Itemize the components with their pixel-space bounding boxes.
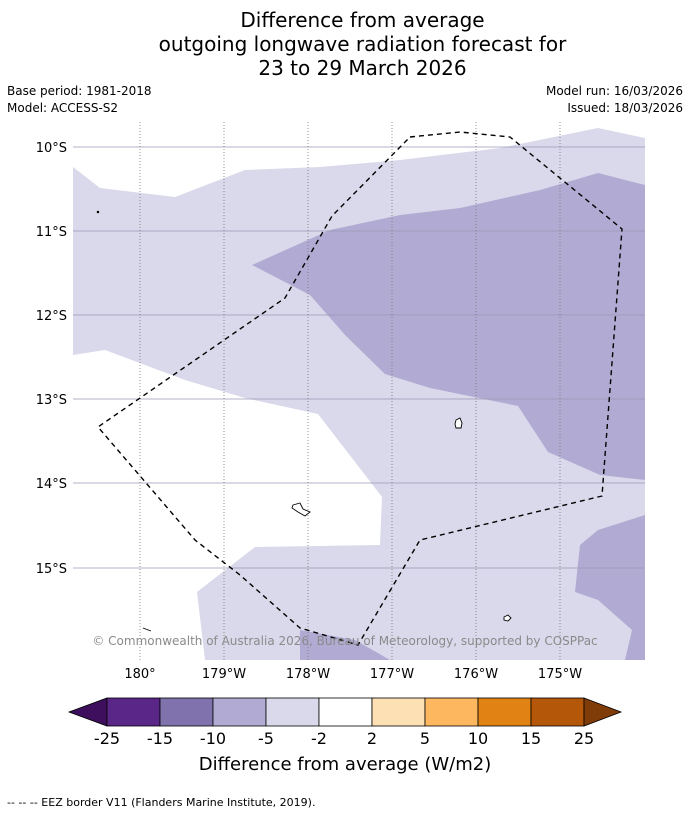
lon-label: 180° xyxy=(124,667,155,682)
colorbar-tick: 2 xyxy=(367,729,377,748)
gridlines xyxy=(73,146,645,569)
colorbar-segment xyxy=(106,697,161,727)
meta-right: Model run: 16/03/2026 Issued: 18/03/2026 xyxy=(546,83,683,117)
lon-label: 177°W xyxy=(370,667,414,682)
colorbar-segment xyxy=(477,697,532,727)
anomaly-band-minus10-to-minus5-se xyxy=(575,515,645,660)
colorbar-tick: 5 xyxy=(420,729,430,748)
lat-axis-labels: 10°S 11°S 12°S 13°S 14°S 15°S xyxy=(36,141,67,577)
colorbar-segment xyxy=(424,697,479,727)
colorbar-label: Difference from average (W/m2) xyxy=(199,754,491,775)
lon-label: 176°W xyxy=(454,667,498,682)
model-run: Model run: 16/03/2026 xyxy=(545,84,683,98)
colorbar-tick: -2 xyxy=(311,729,327,748)
lon-label: 178°W xyxy=(286,667,330,682)
island-lau xyxy=(454,417,463,429)
colorbar-tick: -15 xyxy=(147,729,173,748)
chart-title: Difference from average outgoing longwav… xyxy=(0,8,690,80)
island-kadavu xyxy=(291,502,311,517)
lon-axis-labels: 180° 179°W 178°W 177°W 176°W 175°W xyxy=(124,667,582,682)
colorbar-segment xyxy=(318,697,373,727)
colorbar xyxy=(67,697,623,727)
colorbar-segment xyxy=(212,697,267,727)
island-ono-i-lau xyxy=(503,614,512,622)
anomaly-band-minus10-to-minus5-s xyxy=(300,630,390,660)
lat-label: 14°S xyxy=(36,477,67,492)
colorbar-extend-low xyxy=(67,697,108,727)
islands xyxy=(96,210,512,632)
island-dot xyxy=(96,210,100,214)
colorbar-ticks: -25 -15 -10 -5 -2 2 5 10 15 25 xyxy=(94,729,594,748)
lat-label: 11°S xyxy=(36,225,67,240)
title-line-2: outgoing longwave radiation forecast for xyxy=(158,32,567,56)
island-islet xyxy=(142,627,152,632)
title-line-3: 23 to 29 March 2026 xyxy=(258,56,467,80)
eez-legend: -- -- -- EEZ border V11 (Flanders Marine… xyxy=(7,796,316,809)
lat-label: 10°S xyxy=(36,141,67,156)
model-name: Model: ACCESS-S2 xyxy=(7,101,119,115)
lon-label: 175°W xyxy=(538,667,582,682)
lon-label: 179°W xyxy=(202,667,246,682)
meta-left: Base period: 1981-2018 Model: ACCESS-S2 xyxy=(7,83,152,117)
colorbar-tick: -10 xyxy=(200,729,226,748)
colorbar-segment xyxy=(530,697,585,727)
issued-date: Issued: 18/03/2026 xyxy=(567,101,683,115)
anomaly-field xyxy=(73,122,645,660)
lat-label: 15°S xyxy=(36,562,67,577)
colorbar-segment xyxy=(265,697,320,727)
colorbar-tick: 10 xyxy=(468,729,488,748)
colorbar-segment xyxy=(159,697,214,727)
base-period: Base period: 1981-2018 xyxy=(7,84,152,98)
colorbar-tick: 15 xyxy=(521,729,541,748)
colorbar-tick: 25 xyxy=(574,729,594,748)
lat-label: 12°S xyxy=(36,309,67,324)
colorbar-tick: -25 xyxy=(94,729,120,748)
anomaly-band-minus10-to-minus5 xyxy=(252,173,645,480)
lat-label: 13°S xyxy=(36,393,67,408)
colorbar-extend-high xyxy=(583,697,623,727)
colorbar-tick: -5 xyxy=(258,729,274,748)
colorbar-segment xyxy=(371,697,426,727)
copyright-text: © Commonwealth of Australia 2026, Bureau… xyxy=(92,634,597,648)
title-line-1: Difference from average xyxy=(240,8,485,32)
